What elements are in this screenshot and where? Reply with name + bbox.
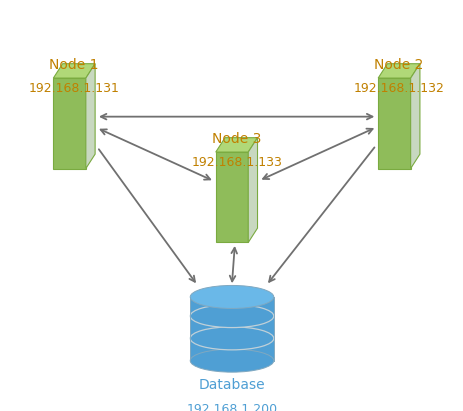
Polygon shape	[215, 152, 248, 242]
Polygon shape	[410, 64, 419, 169]
Text: 192.168.1.131: 192.168.1.131	[29, 82, 119, 95]
Polygon shape	[377, 64, 419, 78]
Ellipse shape	[190, 349, 273, 372]
Polygon shape	[377, 78, 410, 169]
Polygon shape	[53, 78, 86, 169]
Polygon shape	[190, 297, 273, 361]
Text: Database: Database	[198, 378, 265, 393]
Polygon shape	[53, 64, 95, 78]
Text: Node 3: Node 3	[212, 132, 261, 145]
Polygon shape	[86, 64, 95, 169]
Ellipse shape	[190, 285, 273, 308]
Polygon shape	[215, 138, 257, 152]
Text: 192.168.1.133: 192.168.1.133	[191, 156, 282, 169]
Text: Node 2: Node 2	[374, 58, 423, 72]
Ellipse shape	[190, 305, 273, 328]
Text: Node 1: Node 1	[50, 58, 99, 72]
Ellipse shape	[190, 327, 273, 350]
Text: 192.168.1.200: 192.168.1.200	[186, 403, 277, 411]
Polygon shape	[248, 138, 257, 242]
Text: 192.168.1.132: 192.168.1.132	[353, 82, 444, 95]
